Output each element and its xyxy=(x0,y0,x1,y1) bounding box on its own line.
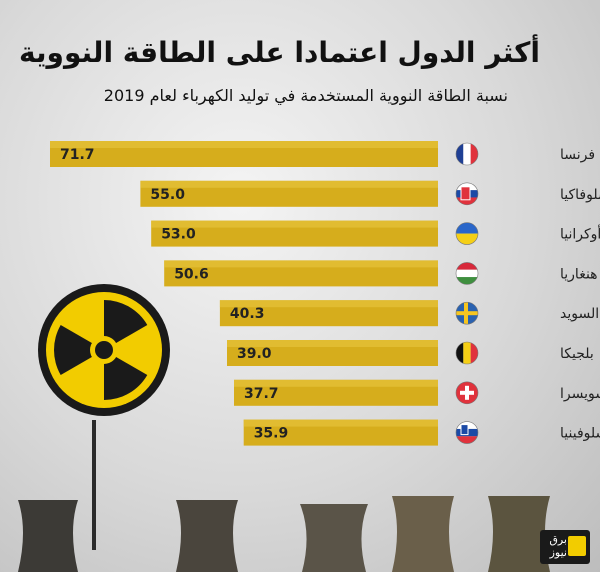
radiation-blade-2 xyxy=(104,350,148,400)
country-label-7: سويسرا xyxy=(560,386,600,402)
sign-pole xyxy=(92,420,96,550)
bar-value-label-1: 71.7 xyxy=(60,147,95,163)
cooling-towers-illustration xyxy=(18,496,550,572)
country-label-4: هنغاريا xyxy=(560,266,598,282)
bars-layer: 71.7 فرنسا 55.0 سلوفاكيا 53.0 أوكرانيا 50.6 هنغ… xyxy=(50,141,600,446)
bar-value-label-8: 35.9 xyxy=(254,426,289,442)
bar-value-label-2: 55.0 xyxy=(150,187,185,203)
brand-logo-mark xyxy=(568,536,586,556)
cooling-tower-2 xyxy=(176,500,238,572)
bar-value-label-7: 37.7 xyxy=(244,386,279,402)
hungary-flag-icon xyxy=(455,262,479,285)
bar-value-label-5: 40.3 xyxy=(230,306,265,322)
chart-subtitle: نسبة الطاقة النووية المستخدمة في توليد ا… xyxy=(103,86,508,105)
cooling-tower-5 xyxy=(488,496,550,572)
slovakia-flag-icon xyxy=(455,182,479,206)
chart-title: أكثر الدول اعتمادا على الطاقة النووية xyxy=(19,36,540,69)
france-flag-icon xyxy=(455,142,479,166)
bar-highlight-1 xyxy=(50,141,438,148)
slovenia-flag-icon xyxy=(455,421,479,444)
country-label-2: سلوفاكيا xyxy=(560,187,600,203)
bar-value-label-3: 53.0 xyxy=(161,227,196,243)
bar-highlight-6 xyxy=(227,340,438,347)
radiation-blade-1 xyxy=(104,300,148,350)
belgium-flag-icon xyxy=(455,341,479,365)
brand-logo-line1: برق xyxy=(549,533,567,546)
cooling-tower-1 xyxy=(18,500,78,572)
bar-value-label-4: 50.6 xyxy=(174,266,209,282)
radiation-blade-3 xyxy=(54,325,104,375)
radiation-sign-icon xyxy=(38,284,170,550)
country-label-3: أوكرانيا xyxy=(560,225,600,243)
bar-highlight-4 xyxy=(164,260,438,268)
country-label-1: فرنسا xyxy=(560,147,595,163)
bar-highlight-5 xyxy=(219,300,438,308)
bar-highlight-3 xyxy=(151,220,438,228)
brand-logo-line2: نيوز xyxy=(549,546,567,559)
sweden-flag-icon xyxy=(455,301,479,325)
bar-highlight-8 xyxy=(243,419,438,427)
switzerland-flag-icon xyxy=(455,381,479,405)
country-label-5: السويد xyxy=(560,306,599,322)
ukraine-flag-icon xyxy=(455,222,479,245)
country-label-6: بلجيكا xyxy=(560,346,594,362)
bar-value-label-6: 39.0 xyxy=(237,346,272,362)
bar-highlight-7 xyxy=(234,379,438,387)
country-label-8: سلوفينيا xyxy=(560,426,600,442)
bar-highlight-2 xyxy=(140,180,438,188)
brand-logo: برق نيوز xyxy=(540,530,590,564)
cooling-tower-3 xyxy=(300,504,368,572)
cooling-tower-4 xyxy=(392,496,454,572)
radiation-center xyxy=(95,341,113,359)
